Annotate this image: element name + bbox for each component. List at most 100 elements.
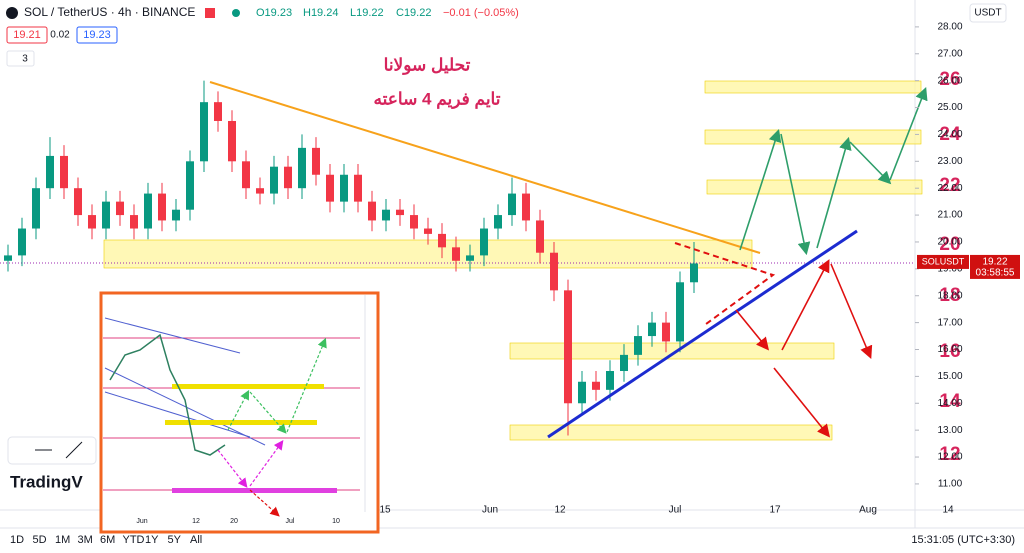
inset-price: [109, 333, 226, 456]
y-tick-label: 15.00: [937, 371, 962, 382]
currency-button[interactable]: [969, 3, 1007, 23]
bid-box[interactable]: [6, 26, 48, 44]
y-tick-label: 12.00: [937, 452, 962, 463]
level-label: 14: [939, 391, 961, 412]
candle-body: [480, 228, 488, 256]
inset-arrow: [227, 389, 250, 431]
arrow: [739, 128, 782, 251]
range-button[interactable]: 5Y: [168, 534, 182, 546]
candle-body: [326, 174, 334, 202]
y-tick-label: 25.00: [937, 102, 962, 113]
candle-body: [130, 215, 138, 229]
status-dot: [232, 9, 240, 17]
candle-body: [270, 166, 278, 194]
candle-body: [354, 174, 362, 202]
candle-body: [256, 188, 264, 194]
price-axis: 11.00 12.00 13.00 14.00 15.00 16.00 17.00 18.00…: [915, 22, 963, 490]
candle-body: [410, 215, 418, 229]
candle-body: [60, 155, 68, 189]
candle-body: [340, 174, 348, 202]
candle-body: [88, 215, 96, 229]
y-tick-label: 19.00: [937, 263, 962, 274]
range-button[interactable]: 1Y: [145, 534, 159, 546]
price-tag-value: 19.22: [982, 257, 1007, 268]
candle-body: [158, 193, 166, 221]
candles: [4, 80, 698, 436]
candle-body: [452, 247, 460, 261]
level-label: 26: [939, 69, 960, 90]
indicators-count[interactable]: 3: [22, 54, 28, 65]
currency[interactable]: USDT: [974, 8, 1001, 19]
arrow: [781, 259, 830, 351]
arrow: [773, 367, 831, 438]
level-label: 22: [939, 175, 960, 196]
inset-x-label: Jul: [286, 518, 295, 525]
level-label: 18: [939, 285, 960, 306]
inset-line: [104, 367, 266, 446]
candle-body: [74, 188, 82, 216]
candle-body: [578, 381, 586, 404]
zone: [706, 179, 923, 195]
ask[interactable]: 19.23: [83, 29, 111, 41]
ask-box[interactable]: [76, 26, 118, 44]
candle-body: [662, 322, 670, 342]
candle-body: [550, 252, 558, 291]
spread: 0.02: [50, 30, 70, 41]
y-tick-label: 16.00: [937, 344, 962, 355]
bid[interactable]: 19.21: [13, 29, 41, 41]
inset-line: [104, 317, 241, 354]
zone: [704, 129, 922, 145]
y-tick-label: 27.00: [937, 48, 962, 59]
y-tick-label: 13.00: [937, 425, 962, 436]
candle-body: [46, 155, 54, 189]
candle-body: [242, 161, 250, 189]
level-label: 24: [939, 124, 961, 145]
candle-body: [172, 209, 180, 221]
inset-arrow: [249, 391, 287, 434]
range-button[interactable]: 5D: [33, 534, 47, 546]
ohlc-close: C19.22: [396, 7, 431, 19]
indicators-toggle[interactable]: [6, 50, 35, 67]
inset-x-label: Jun: [136, 518, 147, 525]
arrow: [849, 141, 892, 185]
y-tick-label: 18.00: [937, 290, 962, 301]
candle-body: [102, 201, 110, 229]
arrow: [816, 136, 852, 249]
triangle: [674, 242, 776, 325]
inset-x-label: 12: [192, 518, 200, 525]
range-button[interactable]: 1D: [10, 534, 24, 546]
x-tick-label: 15: [379, 505, 391, 516]
candle-body: [634, 336, 642, 355]
range-button[interactable]: 1M: [55, 534, 70, 546]
candle-body: [4, 255, 12, 261]
candle-body: [676, 282, 684, 342]
inset-arrow: [217, 449, 248, 488]
arrow: [830, 263, 873, 359]
candle-body: [592, 381, 600, 390]
range-button[interactable]: All: [190, 534, 202, 546]
range-button[interactable]: 6M: [100, 534, 115, 546]
arrows: [735, 87, 928, 438]
symbol[interactable]: SOL / TetherUS · 4h · BINANCE: [24, 5, 195, 19]
x-tick-label: 12: [554, 505, 566, 516]
candle-body: [606, 371, 614, 390]
candle-body: [228, 120, 236, 162]
candle-body: [648, 322, 656, 337]
range-button[interactable]: YTD: [123, 534, 145, 546]
candle-body: [620, 354, 628, 372]
candle-body: [116, 201, 124, 216]
level-label: 12: [939, 444, 960, 465]
zone: [103, 239, 753, 269]
candle-body: [522, 193, 530, 221]
tool-icon[interactable]: [65, 441, 83, 459]
x-tick-label: Aug: [859, 505, 877, 516]
price-tag: [970, 254, 1020, 279]
y-tick-label: 24.00: [937, 129, 962, 140]
flag-icon[interactable]: [205, 8, 215, 18]
candle-body: [144, 193, 152, 229]
countdown: 03:58:55: [976, 268, 1015, 279]
ohlc-high: H19.24: [303, 7, 338, 19]
range-button[interactable]: 3M: [78, 534, 93, 546]
clock[interactable]: 15:31:05 (UTC+3:30): [911, 534, 1015, 546]
